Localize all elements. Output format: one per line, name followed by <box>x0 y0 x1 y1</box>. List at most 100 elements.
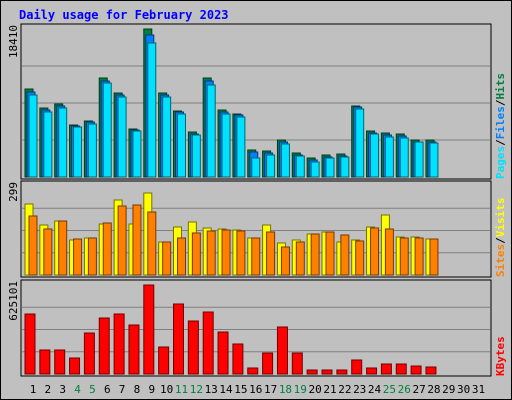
max-label-visits: 299 <box>7 182 20 202</box>
legend-item: Visits <box>494 198 507 238</box>
bar-sites-day-4 <box>73 238 83 276</box>
bar-sites-day-2 <box>43 228 53 276</box>
day-label-30: 30 <box>457 383 470 396</box>
day-label-26: 26 <box>398 383 411 396</box>
bar-kbytes-day-15 <box>232 343 244 375</box>
bar-pages-day-5 <box>87 123 97 178</box>
bar-sites-day-17 <box>266 231 276 276</box>
bar-kbytes-day-8 <box>128 324 140 375</box>
bar-kbytes-day-22 <box>336 369 348 375</box>
bar-kbytes-day-24 <box>366 367 378 375</box>
legend-item: / <box>494 139 507 146</box>
day-label-8: 8 <box>134 383 141 396</box>
bar-kbytes-day-9 <box>143 284 155 375</box>
day-label-12: 12 <box>190 383 203 396</box>
bar-sites-day-16 <box>251 237 261 276</box>
day-label-6: 6 <box>104 383 111 396</box>
day-label-1: 1 <box>30 383 37 396</box>
legend-item: Pages <box>494 146 507 179</box>
bar-sites-day-21 <box>325 231 335 276</box>
bar-kbytes-day-10 <box>158 346 170 375</box>
legend-item: KBytes <box>494 336 507 376</box>
day-label-2: 2 <box>45 383 52 396</box>
bar-pages-day-1 <box>28 94 38 178</box>
day-label-17: 17 <box>264 383 277 396</box>
bar-pages-day-8 <box>132 130 142 178</box>
chart-title: Daily usage for February 2023 <box>19 8 229 22</box>
bar-sites-day-27 <box>414 237 424 276</box>
bar-sites-day-18 <box>280 246 290 276</box>
bar-sites-day-23 <box>355 240 365 276</box>
bar-sites-day-6 <box>102 222 112 276</box>
bar-pages-day-21 <box>325 157 335 178</box>
legend-item: Sites <box>494 244 507 277</box>
bar-sites-day-1 <box>28 215 38 276</box>
day-label-28: 28 <box>427 383 440 396</box>
bar-pages-day-9 <box>147 42 157 178</box>
bar-pages-day-6 <box>102 82 112 178</box>
bar-pages-day-3 <box>58 107 68 178</box>
bar-pages-day-2 <box>43 111 53 178</box>
legend-visits: Sites/Visits <box>494 198 507 278</box>
bar-sites-day-28 <box>429 238 439 276</box>
legend-item: Hits <box>494 73 507 100</box>
bar-kbytes-day-28 <box>425 366 437 375</box>
day-label-7: 7 <box>119 383 126 396</box>
bar-pages-day-19 <box>295 155 305 178</box>
bar-sites-day-24 <box>370 227 380 276</box>
day-label-4: 4 <box>74 383 81 396</box>
bar-pages-day-25 <box>384 136 394 178</box>
bar-kbytes-day-19 <box>291 352 303 375</box>
bar-sites-day-9 <box>147 211 157 276</box>
bar-sites-day-8 <box>132 204 142 276</box>
max-label-hits: 18410 <box>7 25 20 58</box>
bar-pages-day-13 <box>206 84 216 178</box>
bar-sites-day-14 <box>221 229 231 276</box>
bar-sites-day-22 <box>340 234 350 276</box>
legend-item: / <box>494 237 507 244</box>
bar-kbytes-day-18 <box>276 326 288 375</box>
bar-kbytes-day-13 <box>202 311 214 375</box>
max-label-kbytes: 625101 <box>7 281 20 321</box>
legend-item: / <box>494 99 507 106</box>
day-label-27: 27 <box>412 383 425 396</box>
bar-pages-day-4 <box>73 126 83 178</box>
day-label-29: 29 <box>442 383 455 396</box>
bar-sites-day-3 <box>58 220 68 276</box>
bar-pages-day-20 <box>310 161 320 178</box>
bar-pages-day-11 <box>177 113 186 178</box>
legend-kbytes: KBytes <box>494 336 507 376</box>
bar-kbytes-day-3 <box>54 349 66 375</box>
bar-pages-day-22 <box>340 156 350 178</box>
bar-kbytes-day-25 <box>380 363 392 375</box>
bar-sites-day-13 <box>206 230 216 276</box>
bar-pages-day-23 <box>355 108 365 178</box>
legend-item: Files <box>494 106 507 139</box>
bar-kbytes-day-11 <box>173 303 184 375</box>
bar-pages-day-14 <box>221 113 231 178</box>
day-label-5: 5 <box>89 383 96 396</box>
bar-pages-day-17 <box>266 154 276 178</box>
day-label-14: 14 <box>219 383 233 396</box>
bar-kbytes-day-16 <box>247 367 259 375</box>
bar-pages-day-26 <box>399 137 409 178</box>
bar-kbytes-day-17 <box>262 352 274 375</box>
bar-sites-day-19 <box>295 241 305 276</box>
bar-pages-day-27 <box>414 141 424 178</box>
bar-sites-day-25 <box>384 228 394 276</box>
day-label-3: 3 <box>59 383 66 396</box>
bar-pages-day-18 <box>280 143 290 178</box>
bar-pages-day-10 <box>162 96 172 178</box>
bar-kbytes-day-14 <box>217 331 229 375</box>
day-label-19: 19 <box>294 383 307 396</box>
day-label-18: 18 <box>279 383 292 396</box>
day-label-11: 11 <box>175 383 188 396</box>
bar-sites-day-7 <box>117 205 127 276</box>
bar-pages-day-12 <box>191 134 201 178</box>
bar-sites-day-15 <box>236 230 246 276</box>
bar-sites-day-10 <box>162 241 172 276</box>
day-label-23: 23 <box>353 383 366 396</box>
bar-kbytes-day-26 <box>395 363 407 375</box>
day-label-24: 24 <box>368 383 382 396</box>
day-label-13: 13 <box>205 383 218 396</box>
